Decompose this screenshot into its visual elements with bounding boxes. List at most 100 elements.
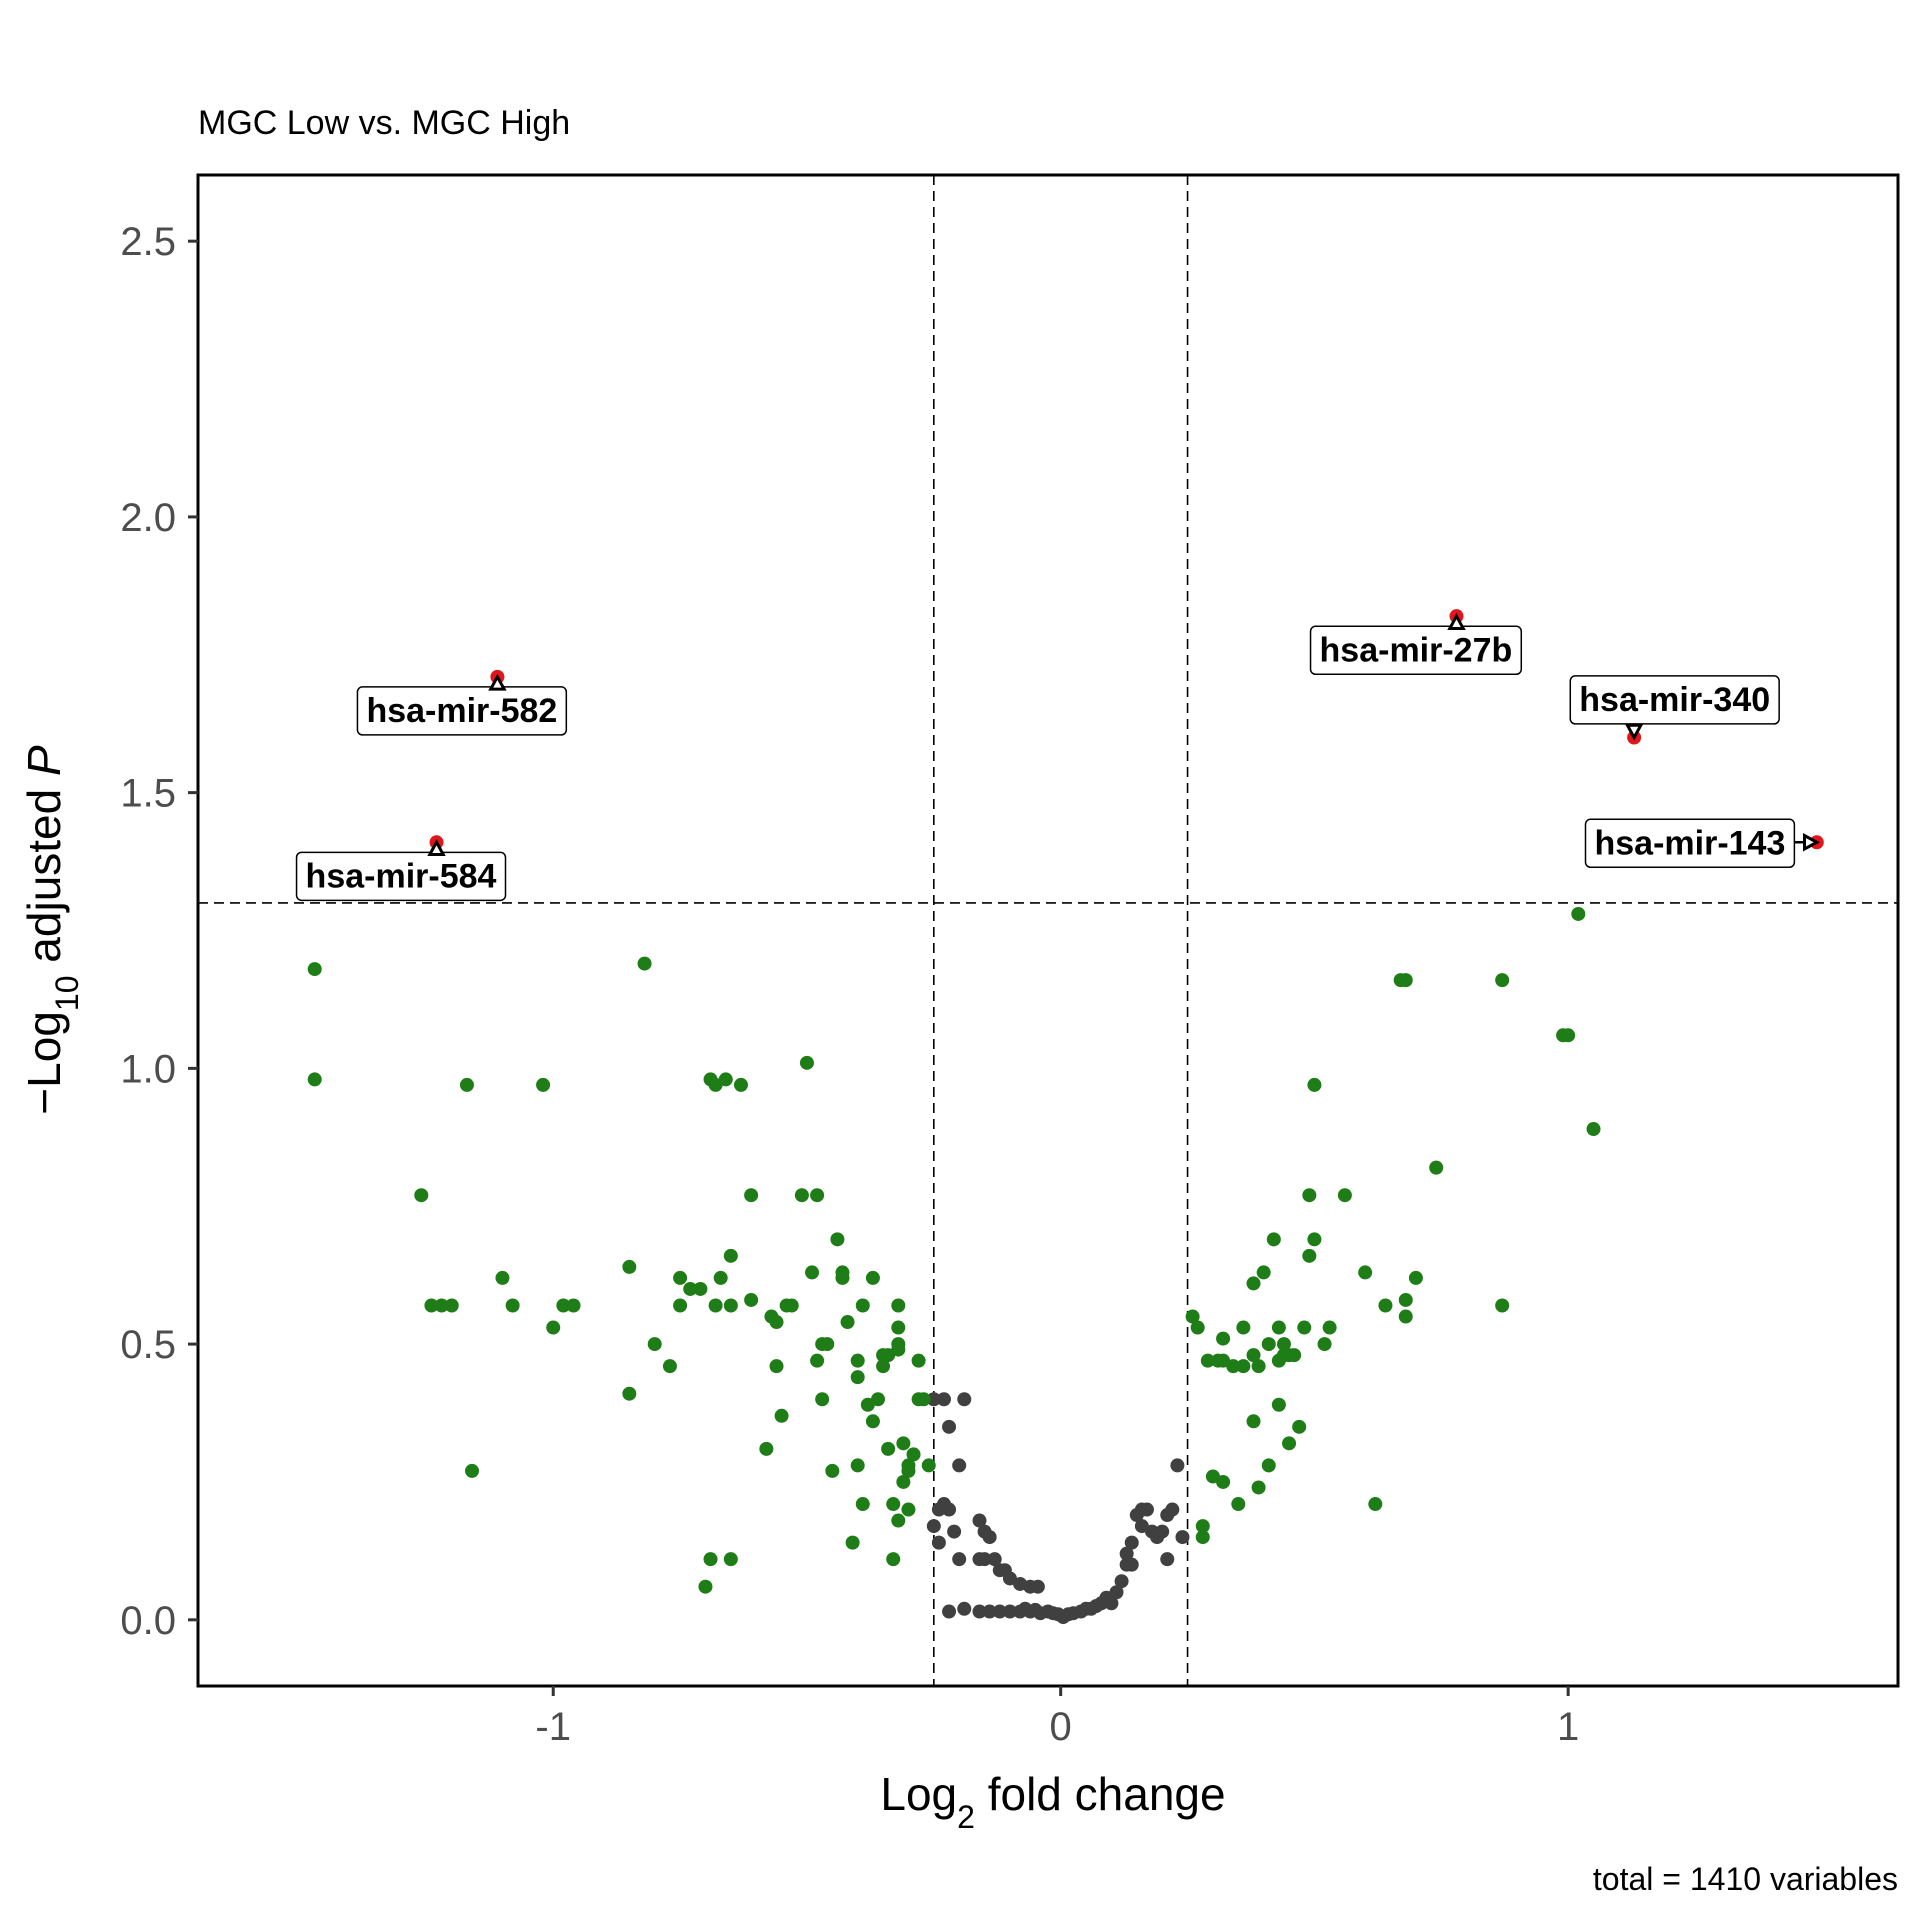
data-points [307,609,1824,1625]
data-point-fc [1266,1232,1281,1247]
data-point-fc [769,1359,784,1374]
data-point-fc [876,1359,891,1374]
data-point-fc [622,1259,637,1274]
data-point-fc [693,1281,708,1296]
point-label-box [1309,625,1523,676]
data-point-fc [414,1188,429,1203]
data-point-fc [1251,1359,1266,1374]
data-point-fc [536,1077,551,1092]
data-point-ns [972,1552,987,1567]
data-point-fc [459,1077,474,1092]
data-point-fc [434,1298,449,1313]
data-point-fc [307,1072,322,1087]
data-point-fc [810,1188,825,1203]
data-point-ns [952,1458,967,1473]
data-point-ns [1119,1546,1134,1561]
data-point-fc [1337,1188,1352,1203]
plot-area: hsa-mir-582 hsa-mir-584 hsa-mir-27b hsa-mir… [198,175,1898,1686]
data-point-fc [1261,1458,1276,1473]
data-point-fc [1297,1320,1312,1335]
y-tick-label: 0.0 [120,1599,176,1643]
point-label-arrowhead [488,673,507,691]
data-point-fc [733,1077,748,1092]
data-point-fc [723,1552,738,1567]
data-point-fc [759,1441,774,1456]
cutoff-lines [198,175,1898,1686]
data-point-fc [1271,1397,1286,1412]
data-point-fc [1256,1265,1271,1280]
data-point-fc [896,1474,911,1489]
data-point-ns [1124,1557,1139,1572]
data-point-fc [744,1292,759,1307]
data-point-fc [444,1298,459,1313]
x-tick-label: -1 [535,1705,571,1749]
data-point-fc [556,1298,571,1313]
data-point-ns [1155,1524,1170,1539]
point-label-arrowhead [1624,723,1644,741]
data-point-fc [1307,1077,1322,1092]
data-point-fc [1246,1414,1261,1429]
data-point-fc [1216,1474,1231,1489]
data-point-fc [1292,1419,1307,1434]
data-point-fc [637,956,652,971]
data-point-fc [840,1315,855,1330]
data-point-fc [805,1265,820,1280]
data-point-fc [886,1497,901,1512]
data-point-fc [495,1270,510,1285]
data-point-ns [1114,1574,1129,1589]
data-point-fc [1271,1320,1286,1335]
data-point-fc [916,1392,931,1407]
data-point-fc [850,1353,865,1368]
data-point-fc [891,1342,906,1357]
data-point-fc [647,1337,662,1352]
point-label-text: hsa-mir-584 [306,857,497,895]
data-point-fc [1302,1248,1317,1263]
data-point-fc [1195,1530,1210,1545]
data-point-ns [936,1497,951,1512]
data-point-fc [1190,1320,1205,1335]
data-point-fc [1195,1519,1210,1534]
data-point-fc [1307,1232,1322,1247]
data-point-fc [896,1436,911,1451]
data-point-ns [1002,1604,1017,1619]
point-label: hsa-mir-27b [1309,613,1523,676]
data-point-fc [1287,1348,1302,1363]
data-point-fc [546,1320,561,1335]
data-point-fc [505,1298,520,1313]
data-point-fc [1302,1188,1317,1203]
data-point-fc [723,1298,738,1313]
point-label: hsa-mir-582 [356,673,568,736]
x-axis-title-rest: fold change [975,1768,1226,1820]
point-label-arrowhead [1447,613,1466,630]
data-point-fc [810,1353,825,1368]
data-point-fc [835,1265,850,1280]
x-axis-title-subscript: 2 [957,1799,975,1835]
data-point-fc [906,1447,921,1462]
data-point-fc [1317,1337,1332,1352]
data-point-ns [1104,1596,1119,1611]
chart-subtitle: MGC Low vs. MGC High [198,104,570,142]
data-point-ns [1170,1458,1185,1473]
data-point-fc [901,1463,916,1478]
data-point-fc [1398,973,1413,988]
data-point-fc [1368,1497,1383,1512]
y-tick-label: 2.5 [120,220,176,264]
data-point-fc [703,1552,718,1567]
data-point-fc [774,1408,789,1423]
data-point-fc [673,1270,688,1285]
data-point-ns [936,1392,951,1407]
data-point-fc [1185,1309,1200,1324]
y-tick-label: 1.0 [120,1047,176,1091]
data-point-fc [871,1392,885,1407]
y-axis-title: −Log10 adjusted P [18,745,85,1115]
point-label-box [295,851,507,902]
point-label: hsa-mir-584 [295,839,507,902]
data-point-ns [1165,1502,1180,1517]
data-point-fc [744,1188,759,1203]
data-point-fc [820,1337,835,1352]
data-point-fc [1561,1028,1576,1043]
data-point-fc [566,1298,581,1313]
data-point-fc [911,1353,926,1368]
data-point-fc [815,1392,830,1407]
data-point-ns [942,1604,957,1619]
